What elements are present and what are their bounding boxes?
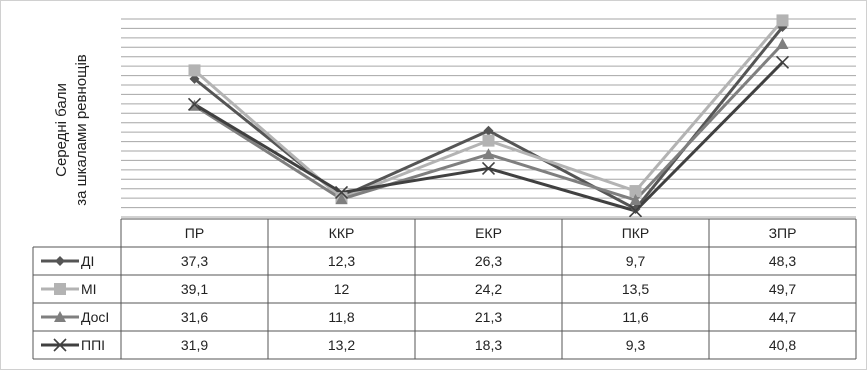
marker-stroke bbox=[481, 161, 496, 176]
data-point-4-2 bbox=[334, 185, 349, 200]
data-label: 21,3 bbox=[475, 309, 502, 325]
legend-label: ППІ bbox=[81, 337, 105, 353]
data-point-2-4 bbox=[629, 185, 642, 198]
y-axis-title-line-2: за шкалами ревнощів bbox=[73, 54, 90, 206]
legend-marker-2 bbox=[54, 283, 66, 295]
data-label: 13,2 bbox=[328, 337, 355, 353]
legend-marker-4 bbox=[53, 338, 67, 352]
data-point-4-3 bbox=[481, 161, 496, 176]
data-label: 49,7 bbox=[769, 281, 796, 297]
data-point-2-3 bbox=[482, 134, 495, 147]
marker-stroke bbox=[53, 338, 67, 352]
data-point-2-1 bbox=[188, 64, 201, 77]
data-label: 44,7 bbox=[769, 309, 796, 325]
marker-stroke bbox=[334, 185, 349, 200]
data-label: 31,6 bbox=[181, 309, 208, 325]
data-point-3-2 bbox=[335, 193, 348, 205]
data-label: 12 bbox=[334, 281, 350, 297]
legend-label: ДосІ bbox=[81, 309, 109, 325]
legend-marker-1 bbox=[55, 256, 65, 266]
y-axis-title-line-1: Середні бали bbox=[53, 83, 70, 177]
data-label: 48,3 bbox=[769, 253, 796, 269]
data-label: 11,8 bbox=[328, 309, 354, 325]
data-point-4-1 bbox=[187, 97, 202, 111]
legend-marker-3 bbox=[54, 311, 66, 322]
data-label: 13,5 bbox=[622, 281, 649, 297]
marker-stroke bbox=[187, 97, 202, 111]
data-label: 9,3 bbox=[626, 337, 646, 353]
data-point-3-3 bbox=[482, 148, 495, 160]
data-table: ПР ККР ЕКР ПКР ЗПР ДІ 37,3 12,3 26,3 9,7 48,3 МІ 39,… bbox=[32, 218, 857, 360]
data-point-2-5 bbox=[776, 14, 789, 27]
series-markers bbox=[187, 14, 790, 218]
data-label: 37,3 bbox=[181, 253, 208, 269]
data-point-1-4 bbox=[630, 203, 641, 214]
data-point-4-5 bbox=[775, 55, 790, 69]
data-point-3-5 bbox=[776, 37, 789, 49]
data-point-1-3 bbox=[483, 125, 494, 136]
data-label: 39,1 bbox=[181, 281, 208, 297]
data-label: 18,3 bbox=[475, 337, 502, 353]
legend-label: МІ bbox=[81, 281, 97, 297]
x-tick-label: ЕКР bbox=[475, 225, 502, 241]
marker-stroke bbox=[775, 55, 790, 69]
data-point-4-4 bbox=[628, 204, 643, 218]
data-label: 31,9 bbox=[181, 337, 208, 353]
x-tick-label: ККР bbox=[329, 225, 355, 241]
data-label: 11,6 bbox=[622, 309, 648, 325]
x-tick-label: ЗПР bbox=[769, 225, 797, 241]
data-label: 24,2 bbox=[475, 281, 502, 297]
data-label: 9,7 bbox=[626, 253, 646, 269]
x-tick-label: ПР bbox=[185, 225, 204, 241]
data-label: 12,3 bbox=[328, 253, 355, 269]
marker-stroke bbox=[628, 204, 643, 218]
data-point-3-4 bbox=[629, 194, 642, 206]
x-tick-label: ПКР bbox=[622, 225, 650, 241]
legend-label: ДІ bbox=[81, 253, 94, 269]
data-label: 40,8 bbox=[769, 337, 796, 353]
data-label: 26,3 bbox=[475, 253, 502, 269]
